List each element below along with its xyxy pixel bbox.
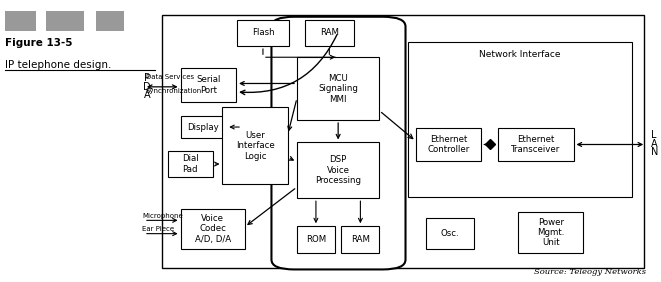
Bar (518, 212, 584, 253)
Bar (5, 11, 36, 31)
Bar (180, 69, 236, 102)
Bar (180, 210, 245, 248)
Bar (161, 15, 644, 268)
Text: Osc.: Osc. (441, 229, 459, 238)
Text: ROM: ROM (306, 235, 326, 244)
Text: Synchronization: Synchronization (146, 88, 202, 94)
Text: Ethernet
Controller: Ethernet Controller (428, 135, 470, 154)
Bar (416, 128, 481, 160)
FancyBboxPatch shape (272, 17, 405, 269)
Bar (305, 19, 354, 46)
Text: Microphone: Microphone (142, 213, 182, 219)
Text: Ear Piece: Ear Piece (142, 226, 174, 232)
Bar (222, 107, 288, 184)
Text: A: A (651, 139, 658, 149)
Text: User
Interface
Logic: User Interface Logic (236, 131, 274, 161)
Bar (426, 218, 473, 248)
Text: N: N (651, 147, 659, 157)
Text: MCU
Signaling
MMI: MCU Signaling MMI (318, 74, 358, 103)
Bar (498, 128, 574, 160)
Text: RAM: RAM (320, 28, 339, 37)
Bar (97, 11, 124, 31)
Bar (168, 151, 213, 177)
Text: Source: Teleogy Networks: Source: Teleogy Networks (533, 268, 646, 276)
Text: Serial
Port: Serial Port (196, 76, 221, 95)
Text: Voice
Codec
A/D, D/A: Voice Codec A/D, D/A (194, 214, 231, 244)
Bar (237, 19, 289, 46)
Bar (46, 11, 84, 31)
Text: P: P (144, 73, 150, 83)
Text: Power
Mgmt.
Unit: Power Mgmt. Unit (537, 217, 564, 247)
Text: Ethernet
Transceiver: Ethernet Transceiver (512, 135, 561, 154)
Text: Data Services: Data Services (146, 74, 194, 80)
Bar (180, 116, 226, 138)
Text: A: A (144, 90, 151, 100)
Text: DSP
Voice
Processing: DSP Voice Processing (315, 155, 361, 185)
Bar (297, 226, 335, 253)
Text: IP telephone design.: IP telephone design. (5, 60, 111, 70)
Text: Network Interface: Network Interface (479, 50, 561, 59)
Text: Figure 13-5: Figure 13-5 (5, 38, 72, 48)
Text: L: L (651, 130, 657, 140)
Text: Display: Display (188, 123, 219, 131)
Bar (342, 226, 379, 253)
Text: D: D (143, 81, 151, 92)
Text: RAM: RAM (351, 235, 370, 244)
Bar (408, 42, 632, 197)
Text: Flash: Flash (252, 28, 274, 37)
Bar (297, 142, 379, 198)
Bar (297, 57, 379, 120)
Text: Dial
Pad: Dial Pad (182, 154, 199, 174)
